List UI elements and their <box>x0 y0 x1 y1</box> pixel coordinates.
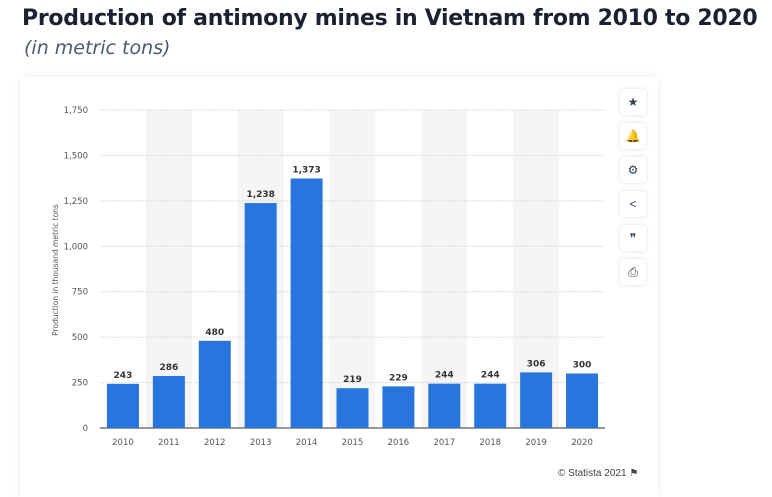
y-tick-label: 1,500 <box>64 151 88 161</box>
data-label: 480 <box>205 328 224 338</box>
data-label: 244 <box>481 371 500 381</box>
star-icon: ★ <box>627 95 639 109</box>
data-label: 229 <box>389 373 408 383</box>
bar <box>106 383 139 428</box>
bar <box>336 388 369 428</box>
share-icon: < <box>629 197 637 211</box>
x-tick-label: 2015 <box>342 438 364 448</box>
bar <box>244 203 277 428</box>
y-tick-label: 1,250 <box>64 197 88 207</box>
bar <box>474 383 507 428</box>
data-label: 244 <box>435 371 454 381</box>
bell-button[interactable]: 🔔 <box>620 123 646 149</box>
data-label: 300 <box>573 360 592 370</box>
chart-subtitle: (in metric tons) <box>24 37 171 59</box>
y-tick-label: 500 <box>72 333 88 343</box>
gear-button[interactable]: ⚙ <box>620 157 646 183</box>
y-tick-label: 1,000 <box>64 242 88 252</box>
column-band <box>145 110 192 428</box>
bar <box>566 373 599 428</box>
data-label: 219 <box>343 375 362 385</box>
x-tick-label: 2020 <box>571 438 593 448</box>
star-button[interactable]: ★ <box>620 89 646 115</box>
data-label: 306 <box>527 359 546 369</box>
flag-icon: ⚑ <box>629 468 639 479</box>
bar <box>290 178 323 428</box>
column-band <box>329 110 376 428</box>
y-tick-label: 250 <box>72 379 88 389</box>
print-button[interactable]: ⎙ <box>620 259 646 285</box>
bar <box>520 372 553 428</box>
bar <box>198 340 231 428</box>
gear-icon: ⚙ <box>627 163 639 177</box>
x-tick-label: 2011 <box>158 438 180 448</box>
quote-icon: ❞ <box>629 231 637 245</box>
column-band <box>421 110 468 428</box>
bar <box>152 376 185 428</box>
x-tick-label: 2010 <box>112 438 134 448</box>
share-button[interactable]: < <box>620 191 646 217</box>
y-tick-label: 0 <box>83 424 88 434</box>
data-label: 1,238 <box>246 190 274 200</box>
bar <box>428 383 461 428</box>
x-tick-label: 2014 <box>296 438 318 448</box>
x-tick-label: 2013 <box>250 438 272 448</box>
y-axis-label: Production in thousand metric tons <box>51 204 60 336</box>
data-label: 1,373 <box>292 166 320 176</box>
statista-credit[interactable]: © Statista 2021 ⚑ <box>558 468 638 479</box>
data-label: 286 <box>159 363 178 373</box>
x-tick-label: 2019 <box>525 438 547 448</box>
bell-icon: 🔔 <box>625 129 641 143</box>
print-icon: ⎙ <box>628 264 638 279</box>
x-tick-label: 2016 <box>388 438 410 448</box>
quote-button[interactable]: ❞ <box>620 225 646 251</box>
chart-title: Production of antimony mines in Vietnam … <box>22 6 758 31</box>
x-tick-label: 2018 <box>479 438 501 448</box>
y-tick-label: 1,750 <box>64 106 88 116</box>
x-tick-label: 2012 <box>204 438 226 448</box>
bar <box>382 386 415 428</box>
y-tick-label: 750 <box>72 288 88 298</box>
data-label: 243 <box>114 371 133 381</box>
credit-text: © Statista 2021 <box>558 468 627 479</box>
x-tick-label: 2017 <box>433 438 455 448</box>
bar-chart: 0 250 500 750 1,000 1,250 1,500 1,750 243 2010 286… <box>51 106 605 448</box>
